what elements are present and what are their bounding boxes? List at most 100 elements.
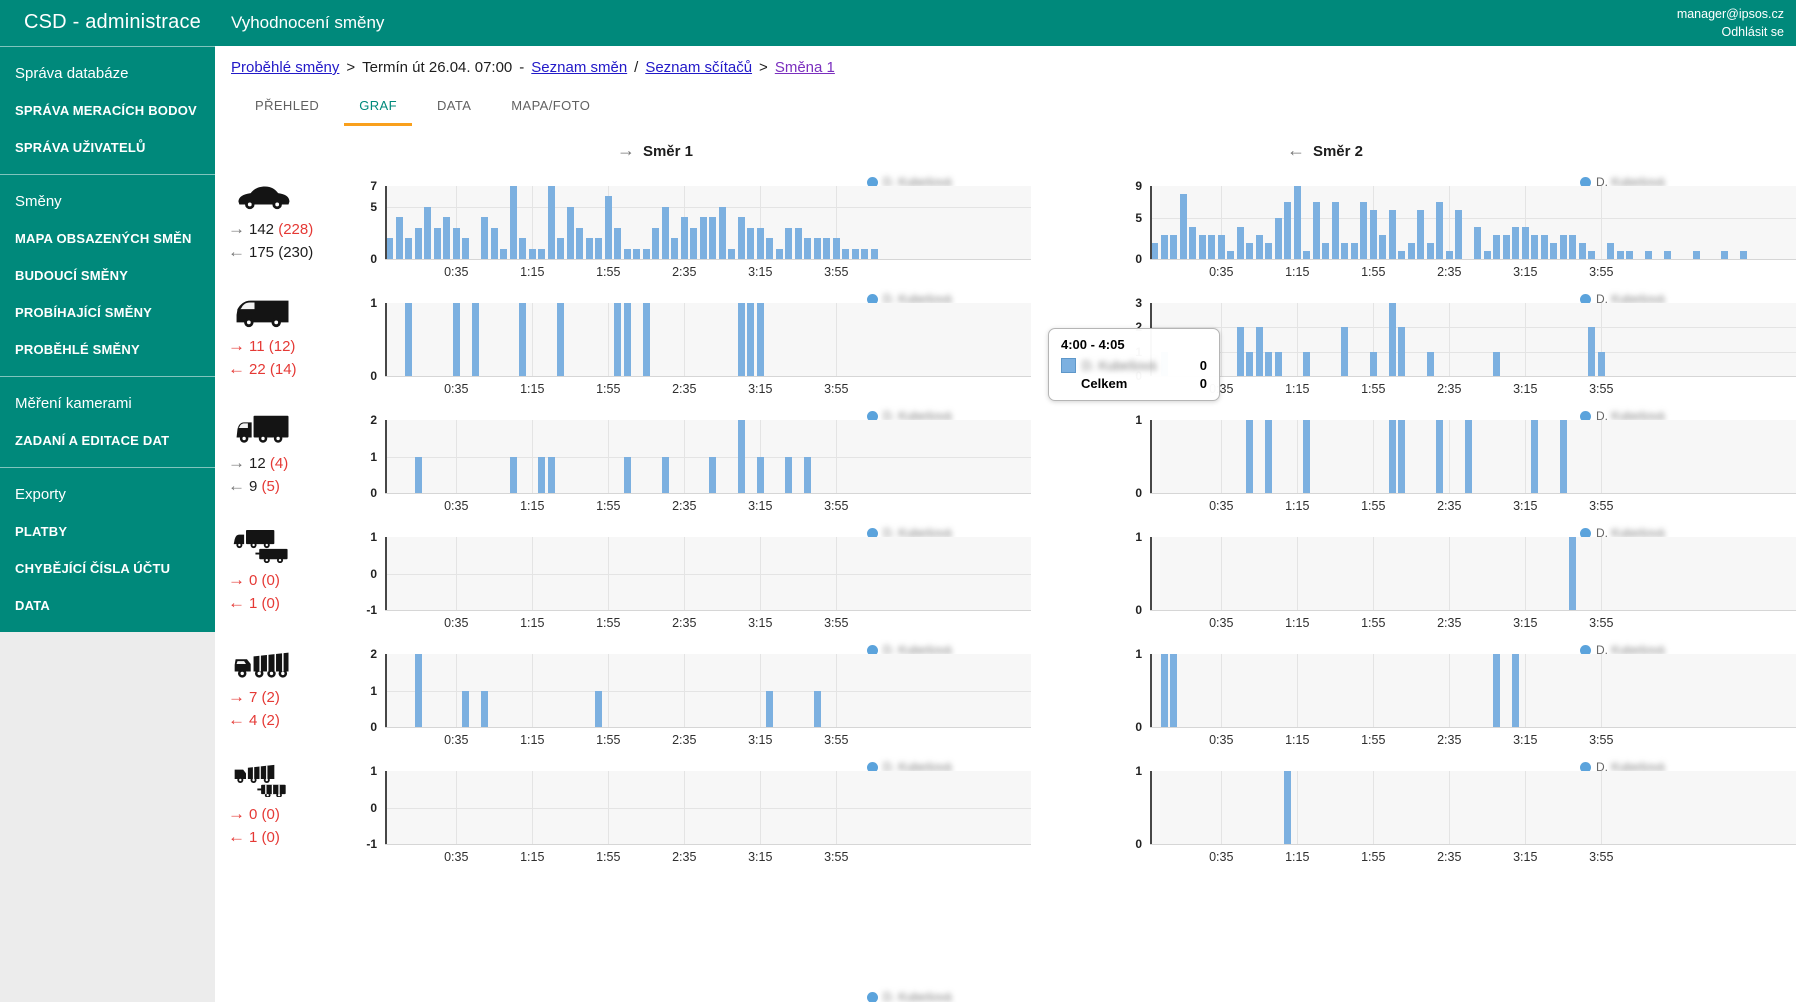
tab-p-ehled[interactable]: PŘEHLED: [255, 98, 320, 113]
y-tick-label: 0: [370, 800, 377, 815]
tab-data[interactable]: DATA: [436, 98, 472, 113]
sidebar-item[interactable]: BUDOUCÍ SMĚNY: [15, 268, 129, 283]
bar: [1398, 420, 1406, 493]
bar: [509, 186, 517, 259]
count-value: 9: [249, 478, 262, 495]
arrow-left-icon: ←: [228, 827, 245, 846]
app-brand: CSD - administrace: [24, 11, 201, 33]
arrow-left-icon: ←: [1286, 140, 1305, 160]
count-value: 12: [249, 455, 270, 472]
chart-plot-box-truck-smer2[interactable]: [1150, 420, 1796, 494]
chart-plot-truck-trailer-smer1[interactable]: [385, 537, 1031, 611]
bar: [1274, 218, 1282, 259]
breadcrumb-link[interactable]: Seznam sčítačů: [645, 59, 753, 76]
legend-series-name: D. Kubešová: [1596, 643, 1665, 657]
count-direction-1: → 11 (12): [228, 336, 338, 356]
tooltip-series-value: 0: [1199, 358, 1207, 373]
breadcrumb-link[interactable]: Směna 1: [774, 59, 835, 76]
sidebar-item[interactable]: MAPA OBSAZENÝCH SMĚN: [15, 231, 192, 246]
x-tick-label: 0:35: [444, 850, 469, 864]
bar: [1540, 234, 1548, 259]
logout-link[interactable]: Odhlásit se: [1721, 25, 1784, 39]
count-value: 7: [249, 689, 262, 706]
sidebar-item[interactable]: PLATBY: [15, 524, 68, 539]
bar: [623, 303, 631, 376]
bar: [395, 217, 403, 259]
bar: [1426, 351, 1434, 376]
vehicle-label-dump-trailer: → 0 (0) ← 1 (0): [228, 763, 338, 847]
legend-van-smer1[interactable]: D. Kubešová: [867, 292, 952, 306]
legend-car-smer1[interactable]: D. Kubešová: [867, 175, 952, 189]
chart-plot-dump-trailer-smer1[interactable]: [385, 771, 1031, 845]
breadcrumb-link[interactable]: Proběhlé směny: [231, 59, 340, 76]
bar: [1265, 242, 1273, 259]
y-tick-label: 2: [370, 413, 377, 427]
sidebar-item[interactable]: SPRÁVA UŽIVATELŮ: [15, 140, 146, 155]
bar: [1588, 327, 1596, 376]
chart-plot-dump-trailer-smer2[interactable]: [1150, 771, 1796, 845]
tab-graf[interactable]: GRAF: [344, 90, 412, 126]
chart-plot-car-smer2[interactable]: [1150, 186, 1796, 260]
chart-plot-car-smer1[interactable]: [385, 186, 1031, 260]
bar: [1569, 537, 1577, 610]
count-secondary: (2): [261, 712, 280, 729]
bar: [1284, 771, 1292, 844]
vehicle-label-dump-truck: → 7 (2) ← 4 (2): [228, 646, 338, 730]
legend-dump-trailer-smer2[interactable]: D. Kubešová: [1580, 760, 1665, 774]
legend-car-smer2[interactable]: D. Kubešová: [1580, 175, 1665, 189]
chart-plot-truck-trailer-smer2[interactable]: [1150, 537, 1796, 611]
breadcrumb-link[interactable]: Seznam směn: [531, 59, 628, 76]
bar: [737, 217, 745, 259]
sidebar-item[interactable]: PROBĚHLÉ SMĚNY: [15, 342, 140, 357]
x-tick-label: 0:35: [444, 382, 469, 396]
legend-dump-trailer-smer1[interactable]: D. Kubešová: [867, 760, 952, 774]
x-tick-label: 3:15: [1513, 499, 1538, 513]
sidebar-item[interactable]: SPRÁVA MERACÍCH BODOV: [15, 103, 197, 118]
bar: [1531, 234, 1539, 259]
legend-van-smer2[interactable]: D. Kubešová: [1580, 292, 1665, 306]
legend-dump-truck-smer1[interactable]: D. Kubešová: [867, 643, 952, 657]
x-tick-label: 1:15: [1285, 850, 1310, 864]
chart-plot-dump-truck-smer1[interactable]: [385, 654, 1031, 728]
y-tick-label: 0: [370, 369, 377, 383]
gridline-vertical: [1525, 420, 1527, 493]
x-tick-label: 0:35: [444, 733, 469, 747]
dump-truck-icon: [232, 646, 338, 684]
sidebar-item[interactable]: DATA: [15, 598, 50, 613]
bar: [1417, 210, 1425, 259]
x-tick-label: 3:55: [1589, 499, 1614, 513]
vehicle-row-box-truck: → 12 (4) ← 9 (5) D. Kubešová 2 1 0 0:35 1:15 1:55 2…: [0, 406, 1796, 523]
chart-plot-box-truck-smer1[interactable]: [385, 420, 1031, 494]
chart-dump-truck-smer2: D. Kubešová 1 0 0:35 1:15 1:55 2:35 3:15 3:55: [1053, 640, 1796, 757]
legend-truck-trailer-smer2[interactable]: D. Kubešová: [1580, 526, 1665, 540]
count-secondary: (4): [269, 455, 289, 472]
legend-truck-trailer-smer1[interactable]: D. Kubešová: [867, 526, 952, 540]
bar: [1388, 303, 1396, 376]
legend-dump-truck-smer2[interactable]: D. Kubešová: [1580, 643, 1665, 657]
sidebar-item[interactable]: PROBÍHAJÍCÍ SMĚNY: [15, 305, 153, 320]
bar: [1578, 242, 1586, 259]
count-value: 4: [249, 712, 262, 729]
gridline-vertical: [1373, 771, 1375, 844]
y-tick-label: -1: [366, 603, 377, 617]
gridline-vertical: [836, 303, 838, 376]
legend-series-name: D. Kubešová: [1596, 409, 1665, 423]
legend-box-truck-smer2[interactable]: D. Kubešová: [1580, 409, 1665, 423]
gridline-vertical: [1449, 771, 1451, 844]
legend-dot-icon: [1580, 761, 1591, 773]
x-tick-label: 3:55: [1589, 382, 1614, 396]
chart-plot-dump-truck-smer2[interactable]: [1150, 654, 1796, 728]
y-tick-label: 1: [370, 449, 377, 464]
next-row-legend[interactable]: D. Kubešová: [867, 990, 952, 1002]
legend-dot-icon: [867, 176, 878, 188]
truck-trailer-icon: [232, 529, 338, 567]
chart-plot-van-smer2[interactable]: [1150, 303, 1796, 377]
tab-mapa-foto[interactable]: MAPA/FOTO: [511, 98, 591, 113]
bar: [1236, 327, 1244, 376]
sidebar-item[interactable]: CHYBĚJÍCÍ ČÍSLA ÚČTU: [15, 561, 171, 576]
legend-box-truck-smer1[interactable]: D. Kubešová: [867, 409, 952, 423]
vehicle-label-car: → 142 (228) ← 175 (230): [228, 178, 338, 262]
sidebar-item[interactable]: ZADANÍ A EDITACE DAT: [15, 433, 170, 448]
chart-plot-van-smer1[interactable]: [385, 303, 1031, 377]
bar: [519, 238, 527, 259]
